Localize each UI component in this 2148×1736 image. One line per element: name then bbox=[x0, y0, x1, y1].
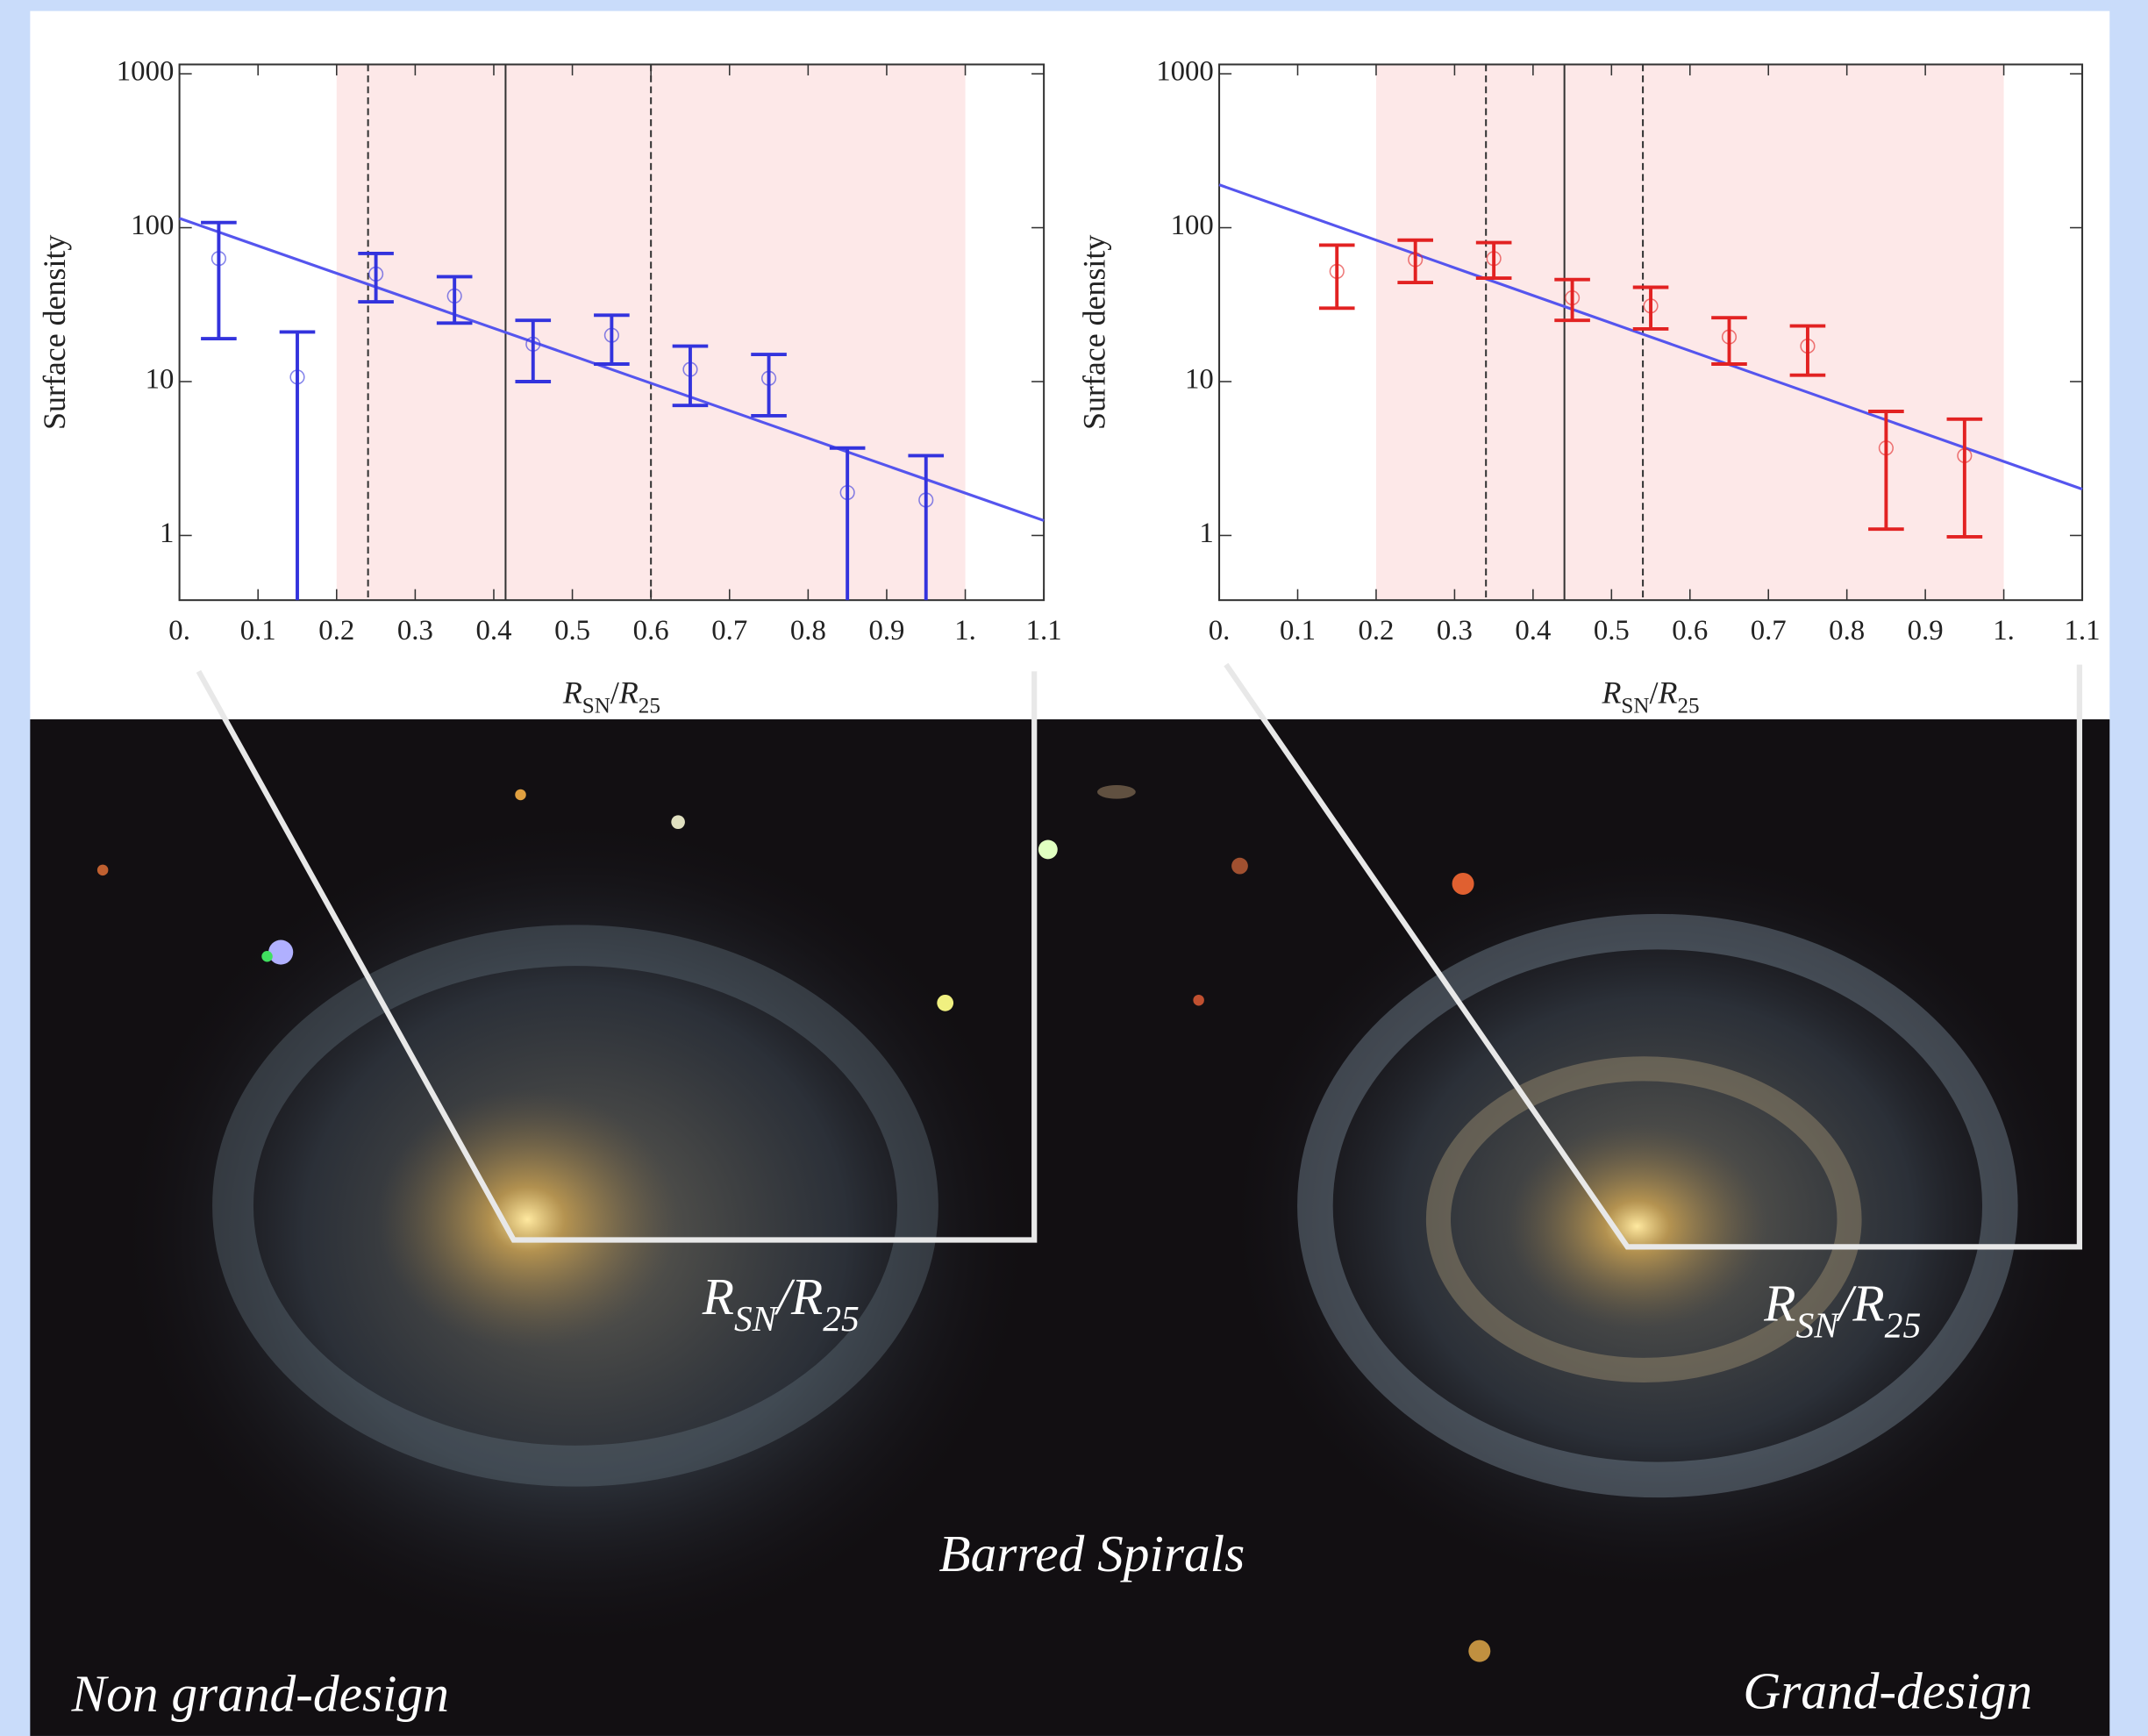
x-tick-label: 0.7 bbox=[711, 615, 747, 647]
formula-part: R bbox=[1601, 675, 1621, 711]
x-tick-label: 0. bbox=[1209, 615, 1231, 647]
formula-part: R bbox=[1852, 1274, 1884, 1332]
formula-part: R bbox=[790, 1267, 823, 1325]
x-tick-label: 0.9 bbox=[1908, 615, 1944, 647]
x-tick-label: 0.6 bbox=[1672, 615, 1708, 647]
formula-part: 25 bbox=[823, 1297, 860, 1338]
formula-part: 25 bbox=[639, 695, 660, 718]
x-tick-label: 0.2 bbox=[318, 615, 354, 647]
y-tick-label: 1 bbox=[1199, 518, 1213, 549]
formula-part: / bbox=[610, 675, 619, 711]
shaded-region bbox=[1376, 64, 2004, 600]
formula-part: / bbox=[1650, 675, 1659, 711]
y-tick-label: 1 bbox=[160, 518, 174, 549]
formula-part: SN bbox=[1621, 695, 1649, 718]
page: {"chart_data": [ {"type": "scatter", "lo… bbox=[0, 0, 2148, 1736]
x-tick-label: 0.9 bbox=[868, 615, 904, 647]
formula-part: 25 bbox=[1677, 695, 1699, 718]
x-tick-label: 0.3 bbox=[397, 615, 433, 647]
formula-part: R bbox=[618, 675, 639, 711]
formula-part: SN bbox=[734, 1297, 779, 1338]
y-tick-label: 1000 bbox=[117, 56, 175, 88]
x-tick-label: 0.3 bbox=[1437, 615, 1473, 647]
formula-part: R bbox=[562, 675, 582, 711]
x-tick-label: 0.1 bbox=[1280, 615, 1316, 647]
x-tick-label: 0. bbox=[168, 615, 190, 647]
y-tick-label: 1000 bbox=[1156, 56, 1214, 88]
x-tick-label: 0.5 bbox=[554, 615, 590, 647]
x-tick-label: 0.4 bbox=[475, 615, 511, 647]
x-tick-label: 0.6 bbox=[633, 615, 669, 647]
formula-part: SN bbox=[582, 695, 610, 718]
formula-part: R bbox=[1763, 1274, 1795, 1332]
x-tick-label: 0.8 bbox=[1829, 615, 1865, 647]
x-tick-label: 1.1 bbox=[2065, 615, 2101, 647]
figure: Barred Spirals Non grand-design Grand-de… bbox=[0, 0, 2148, 1736]
x-tick-label: 0.8 bbox=[790, 615, 826, 647]
right-label: Grand-design bbox=[1743, 1661, 2032, 1719]
x-tick-label: 0.5 bbox=[1594, 615, 1630, 647]
formula-part: SN bbox=[1795, 1304, 1840, 1345]
y-axis-label: Surface density bbox=[37, 235, 72, 430]
y-tick-label: 10 bbox=[1185, 364, 1214, 396]
x-tick-label: 1.1 bbox=[1026, 615, 1062, 647]
y-axis-label: Surface density bbox=[1076, 235, 1111, 430]
y-tick-label: 100 bbox=[1171, 210, 1214, 241]
formula-part: R bbox=[702, 1267, 734, 1325]
x-tick-label: 0.4 bbox=[1515, 615, 1551, 647]
y-tick-label: 10 bbox=[146, 364, 175, 396]
formula-part: R bbox=[1658, 675, 1678, 711]
x-tick-label: 0.7 bbox=[1751, 615, 1787, 647]
left-label: Non grand-design bbox=[71, 1664, 449, 1722]
x-tick-label: 0.2 bbox=[1358, 615, 1394, 647]
image-title: Barred Spirals bbox=[938, 1525, 1245, 1582]
formula-part: 25 bbox=[1885, 1304, 1922, 1345]
x-tick-label: 1. bbox=[954, 615, 976, 647]
y-tick-label: 100 bbox=[131, 210, 174, 241]
x-tick-label: 1. bbox=[1993, 615, 2015, 647]
x-tick-label: 0.1 bbox=[240, 615, 276, 647]
